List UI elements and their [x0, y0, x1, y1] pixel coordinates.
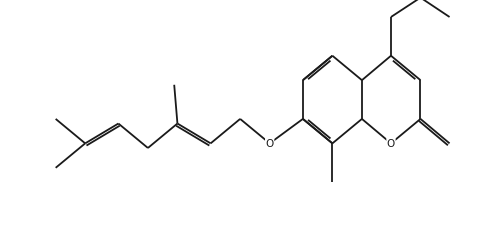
Text: O: O [387, 139, 395, 149]
Text: O: O [265, 139, 274, 149]
